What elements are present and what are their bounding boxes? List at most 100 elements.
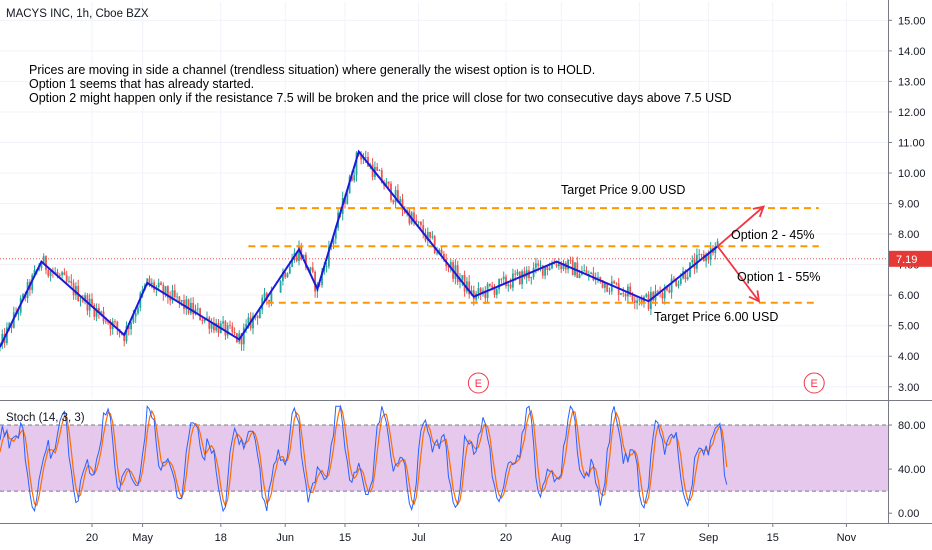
candle-body (424, 234, 427, 241)
candle-body (500, 278, 503, 280)
zigzag-line (0, 149, 719, 348)
price-grid (0, 2, 888, 399)
candle-body (413, 212, 415, 221)
candle-body (240, 333, 243, 345)
candle-body (716, 241, 719, 247)
candle-body (436, 252, 438, 254)
candle-body (447, 265, 450, 268)
candle-body (171, 290, 174, 301)
candle-body (604, 282, 606, 288)
candle-body (63, 272, 66, 276)
candle-body (98, 307, 100, 313)
candle-body (629, 286, 632, 296)
candle-body (242, 327, 245, 345)
x-tick-label: Aug (551, 532, 571, 544)
candle-body (305, 254, 307, 268)
x-tick-label: 15 (339, 532, 351, 544)
scenario-arrow-line (716, 245, 760, 302)
candle-body (190, 302, 192, 314)
candle-body (222, 321, 224, 324)
candle-body (47, 269, 50, 276)
price-y-axis: 3.004.005.006.007.008.009.0010.0011.0012… (888, 15, 926, 394)
candle-body (498, 278, 500, 290)
candle-body (309, 267, 312, 271)
candle-body (58, 274, 61, 276)
candle-body (535, 263, 537, 268)
candle-body (355, 152, 358, 176)
last-price-badge (889, 250, 932, 267)
candle-body (686, 277, 689, 280)
candle-body (187, 299, 190, 314)
candle-body (615, 283, 618, 285)
scenario-arrow-line (717, 205, 765, 247)
y-tick-label: 5.00 (898, 321, 919, 333)
candle-body (622, 293, 625, 294)
candle-body (334, 228, 337, 239)
candle-body (213, 322, 215, 331)
candle-body (206, 317, 208, 319)
x-tick-label: 18 (215, 532, 227, 544)
candle-body (107, 321, 109, 323)
candle-body (645, 294, 648, 297)
candle-body (569, 260, 572, 261)
candle-body (668, 290, 671, 293)
candle-body (201, 320, 204, 322)
candle-body (84, 295, 86, 302)
candle-body (583, 270, 586, 272)
candle-body (401, 199, 404, 211)
stoch-lines (0, 404, 728, 513)
candle-body (6, 327, 8, 344)
candle-body (38, 268, 40, 270)
candle-body (217, 322, 220, 334)
candle-body (613, 281, 615, 284)
candle-body (684, 271, 687, 280)
candle-body (539, 265, 542, 267)
candle-body (95, 307, 98, 317)
stoch-title: Stoch (14, 3, 3) (6, 412, 85, 424)
candle-body (479, 288, 482, 294)
candle-body (208, 317, 211, 329)
target-levels (248, 207, 819, 304)
candle-body (537, 263, 540, 266)
earnings-marker (467, 372, 489, 394)
candle-body (380, 170, 383, 183)
candle-body (173, 290, 176, 298)
candle-body (49, 271, 52, 276)
candle-body (123, 334, 126, 342)
candle-body (279, 281, 282, 293)
candle-body (167, 286, 169, 298)
candle-body (134, 313, 137, 317)
candle-body (196, 308, 199, 310)
candle-body (553, 263, 556, 265)
candle-body (472, 290, 475, 300)
candle-body (185, 299, 188, 310)
candle-body (555, 264, 558, 267)
candle-body (268, 299, 270, 302)
candle-body (351, 176, 353, 181)
candle-body (429, 231, 431, 238)
candle-body (65, 275, 68, 282)
candle-body (544, 266, 546, 276)
candle-body (620, 293, 622, 295)
candle-body (661, 292, 664, 299)
y-tick-label: 14.00 (898, 46, 926, 58)
candle-body (116, 321, 119, 330)
candle-body (127, 326, 130, 330)
candle-body (709, 248, 712, 260)
candle-body (270, 292, 273, 302)
x-tick-label: 17 (633, 532, 645, 544)
candle-body (599, 276, 602, 281)
y-tick-label: 12.00 (898, 107, 926, 119)
candle-body (431, 236, 434, 238)
candle-body (679, 278, 682, 284)
last-price-marker: 7.19 (0, 250, 932, 267)
candle-body (210, 322, 213, 329)
candle-body (245, 324, 247, 328)
candle-body (33, 270, 36, 276)
candle-body (180, 300, 183, 302)
candle-body (371, 164, 374, 177)
candle-body (178, 296, 181, 302)
candle-body (689, 262, 691, 278)
x-tick-label: Jul (412, 532, 426, 544)
